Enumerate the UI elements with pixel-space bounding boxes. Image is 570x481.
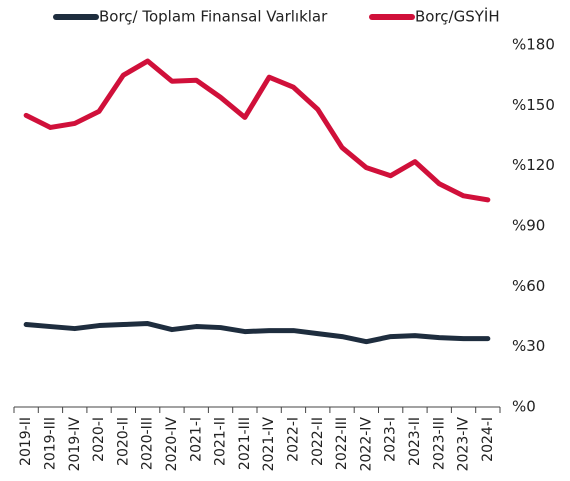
y-tick-label: %60 (512, 277, 545, 295)
x-tick-label: 2021-III (237, 417, 253, 470)
x-tick-label: 2020-IV (164, 417, 180, 472)
x-tick-label: 2020-III (140, 417, 156, 470)
x-tick-label: 2023-I (383, 417, 399, 462)
x-tick-label: 2022-IV (358, 417, 374, 472)
x-tick-label: 2019-IV (67, 417, 83, 472)
x-tick-label: 2023-III (431, 417, 447, 470)
series-line (23, 321, 491, 345)
x-tick-label: 2021-II (213, 417, 229, 466)
x-tick-label: 2019-III (42, 417, 58, 470)
y-tick-label: %120 (512, 156, 555, 174)
y-tick-label: %90 (512, 217, 545, 235)
x-tick-label: 2022-III (334, 417, 350, 470)
y-tick-label: %0 (512, 398, 536, 416)
x-tick-label: 2020-II (115, 417, 131, 466)
x-tick-label: 2019-II (18, 417, 34, 466)
y-tick-label: %30 (512, 337, 545, 355)
y-tick-label: %180 (512, 36, 555, 54)
legend-label: Borç/GSYİH (415, 7, 500, 26)
x-tick-label: 2022-I (285, 417, 301, 462)
series-line (23, 58, 491, 203)
legend-label: Borç/ Toplam Finansal Varlıklar (99, 8, 328, 26)
x-tick-label: 2021-IV (261, 417, 277, 472)
x-tick-label: 2023-IV (456, 417, 472, 472)
x-tick-label: 2020-I (91, 417, 107, 462)
x-tick-label: 2023-II (407, 417, 423, 466)
x-tick-label: 2024-I (480, 417, 496, 462)
y-tick-label: %150 (512, 96, 555, 114)
x-tick-label: 2021-I (188, 417, 204, 462)
x-tick-label: 2022-II (310, 417, 326, 466)
